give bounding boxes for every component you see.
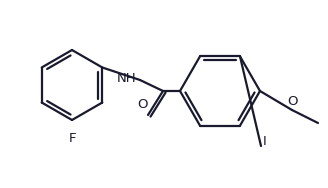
Text: NH: NH xyxy=(116,73,136,86)
Text: F: F xyxy=(68,132,76,145)
Text: I: I xyxy=(263,135,267,148)
Text: O: O xyxy=(287,95,297,108)
Text: O: O xyxy=(137,98,147,111)
